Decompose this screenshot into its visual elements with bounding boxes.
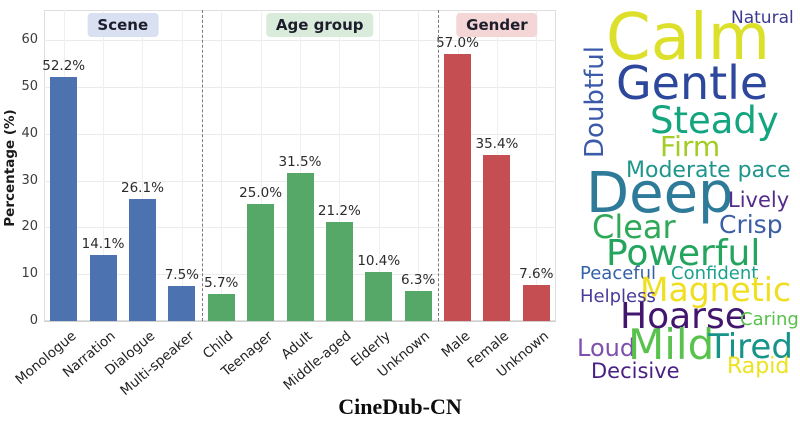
bar-narration <box>89 254 117 321</box>
wordcloud-word-hoarse: Hoarse <box>620 296 747 337</box>
value-label-male: 57.0% <box>436 35 479 52</box>
wordcloud-word-clear: Clear <box>592 208 676 246</box>
wordcloud-word-mild: Mild <box>628 320 715 369</box>
group-separator-1 <box>201 10 203 321</box>
wordcloud-word-steady: Steady <box>650 99 779 142</box>
value-label-teenager: 25.0% <box>239 184 283 201</box>
wordcloud-word-powerful: Powerful <box>606 233 761 274</box>
bar-middle-aged <box>325 221 353 321</box>
wordcloud-word-decisive: Decisive <box>591 359 680 383</box>
bar-dialogue <box>128 198 156 321</box>
wordcloud-word-crisp: Crisp <box>719 210 783 239</box>
value-label-unknown: 7.6% <box>519 266 554 283</box>
gridline-v-2 <box>142 10 144 321</box>
x-axis-spine <box>44 321 556 322</box>
gridline-v-9 <box>418 10 420 321</box>
bar-teenager <box>247 203 275 321</box>
wordcloud-word-lively: Lively <box>728 188 790 212</box>
bar-monologue <box>50 76 78 321</box>
value-label-child: 5.7% <box>204 275 239 292</box>
wordcloud-word-loud: Loud <box>577 334 636 362</box>
wordcloud-word-magnetic: Magnetic <box>640 270 792 309</box>
gridline-v-7 <box>339 10 341 321</box>
value-label-multi-speaker: 7.5% <box>164 266 199 283</box>
wordcloud-word-gentle: Gentle <box>616 56 769 110</box>
value-label-adult: 31.5% <box>278 154 322 171</box>
gridline-v-8 <box>378 10 380 321</box>
gridline-v-5 <box>260 10 262 321</box>
value-label-female: 35.4% <box>475 136 519 153</box>
y-tick-30: 30 <box>21 172 38 188</box>
gridline-v-12 <box>536 10 538 321</box>
value-label-middle-aged: 21.2% <box>317 202 361 219</box>
y-tick-60: 60 <box>21 32 38 47</box>
bar-multi-speaker <box>168 285 196 321</box>
bar-female <box>483 155 511 321</box>
wordcloud-word-doubtful: Doubtful <box>580 46 610 158</box>
wordcloud-word-tired: Tired <box>708 327 793 367</box>
y-axis-label: Percentage (%) <box>2 109 18 227</box>
bar-unknown <box>404 291 432 321</box>
group-label-scene: Scene <box>87 13 159 37</box>
y-tick-20: 20 <box>21 219 38 235</box>
gridline-v-6 <box>300 10 301 321</box>
wordcloud-word-confident: Confident <box>671 263 759 284</box>
gridline-v-4 <box>221 10 223 321</box>
y-tick-40: 40 <box>21 125 38 141</box>
wordcloud-word-calm: Calm <box>606 1 771 75</box>
wordcloud-word-rapid: Rapid <box>727 354 790 379</box>
wordcloud-word-peaceful: Peaceful <box>580 263 657 284</box>
bar-child <box>207 294 235 321</box>
value-label-elderly: 10.4% <box>357 253 401 270</box>
wordcloud-word-firm: Firm <box>660 130 721 163</box>
value-label-monologue: 52.2% <box>42 57 86 74</box>
group-label-gender: Gender <box>456 13 538 37</box>
wordcloud-word-deep: Deep <box>586 161 734 226</box>
y-tick-50: 50 <box>21 78 38 94</box>
bar-elderly <box>365 272 393 321</box>
value-label-unknown: 6.3% <box>400 272 436 289</box>
figure-title: CineDub-CN <box>338 394 462 419</box>
value-label-narration: 14.1% <box>81 235 125 252</box>
bar-adult <box>286 173 314 321</box>
bar-chart: 0 10 20 30 40 50 60 52.2% Monologue 14.1% Narratio… <box>2 10 556 399</box>
gridline-v-1 <box>103 10 105 321</box>
group-separator-2 <box>437 10 439 321</box>
y-tick-0: 0 <box>29 313 38 328</box>
wordcloud-word-caring: Caring <box>740 309 799 330</box>
bar-unknown <box>522 285 550 321</box>
group-label-age-group: Age group <box>265 13 374 37</box>
gridline-v-3 <box>181 10 183 321</box>
wordcloud-word-helpless: Helpless <box>580 286 656 307</box>
bar-male <box>444 54 472 321</box>
y-tick-10: 10 <box>21 266 38 282</box>
wordcloud-word-natural: Natural <box>731 8 794 28</box>
value-label-dialogue: 26.1% <box>121 179 164 196</box>
wordcloud-word-moderate-pace: Moderate pace <box>626 158 791 183</box>
